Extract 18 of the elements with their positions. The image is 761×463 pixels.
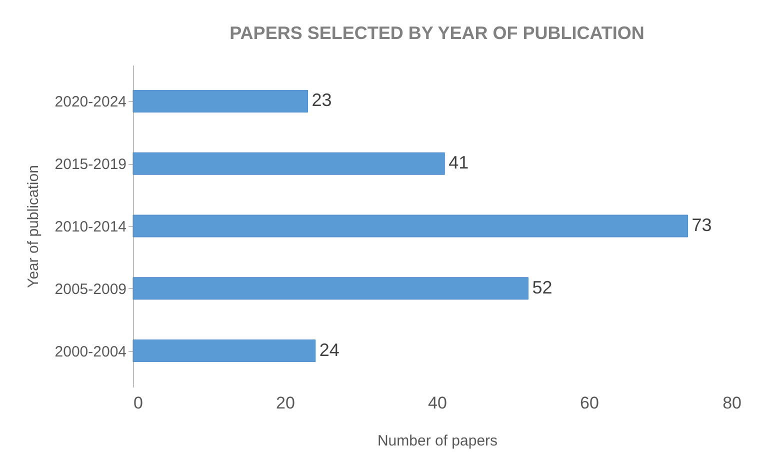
data-label: 41 bbox=[448, 152, 469, 173]
x-axis-title: Number of papers bbox=[377, 432, 498, 450]
y-axis-title: Year of publication bbox=[24, 165, 42, 288]
y-tick-label: 2005-2009 bbox=[54, 280, 126, 298]
data-label: 73 bbox=[692, 215, 712, 235]
y-tick-label: 2015-2019 bbox=[54, 156, 126, 174]
y-tick-label: 2020-2024 bbox=[54, 94, 126, 111]
y-tick-label: 2000-2004 bbox=[54, 343, 126, 360]
data-label: 24 bbox=[319, 340, 340, 360]
x-tick-label: 80 bbox=[722, 394, 742, 412]
x-tick-label: 0 bbox=[134, 394, 143, 412]
data-label: 23 bbox=[312, 90, 332, 110]
y-tick-label: 2010-2014 bbox=[54, 218, 126, 236]
x-tick-label: 60 bbox=[580, 394, 599, 412]
chart-title: PAPERS SELECTED BY YEAR OF PUBLICATION bbox=[230, 23, 644, 43]
x-tick-label: 20 bbox=[276, 394, 295, 412]
data-label: 52 bbox=[532, 277, 552, 298]
x-tick-label: 40 bbox=[428, 394, 447, 412]
